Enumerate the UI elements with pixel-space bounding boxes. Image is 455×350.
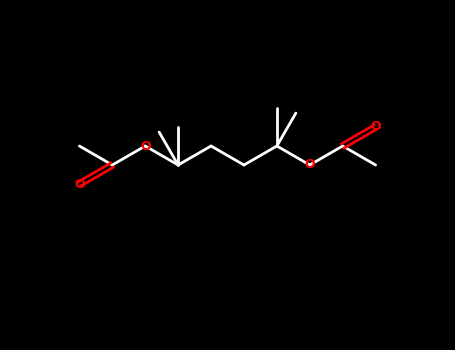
Text: O: O (74, 177, 85, 190)
Text: O: O (140, 140, 151, 153)
Text: O: O (370, 120, 381, 133)
Text: O: O (304, 159, 315, 172)
